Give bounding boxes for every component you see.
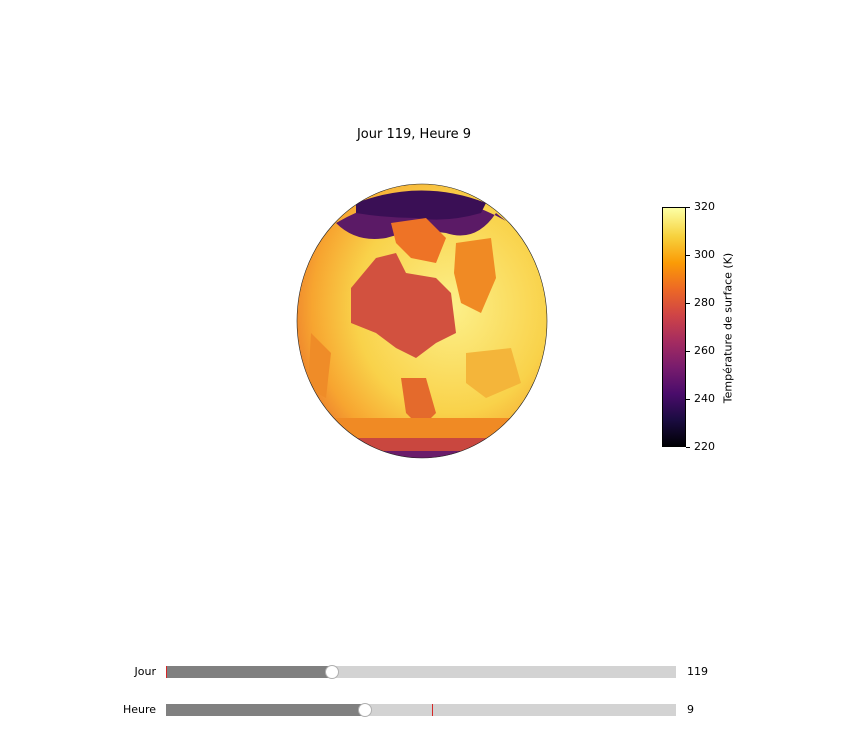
heure-slider-fill — [166, 704, 366, 716]
heure-slider-label: Heure — [122, 703, 156, 716]
jour-slider-label: Jour — [134, 665, 156, 678]
jour-slider-handle[interactable] — [324, 665, 339, 679]
heure-slider-handle[interactable] — [358, 703, 373, 717]
jour-slider[interactable] — [166, 665, 676, 679]
colorbar: 220 240 260 280 300 320 — [662, 201, 715, 453]
colorbar-tick-label: 240 — [694, 392, 715, 405]
globe-temperature-map — [296, 183, 548, 459]
colorbar-tick — [686, 207, 690, 208]
colorbar-tick-label: 220 — [694, 440, 715, 453]
jour-slider-fill — [166, 666, 332, 678]
heure-slider[interactable] — [166, 703, 676, 717]
colorbar-label: Température de surface (K) — [721, 252, 735, 404]
colorbar-tick — [686, 399, 690, 400]
colorbar-tick-label: 300 — [694, 248, 715, 261]
heure-initial-marker — [432, 704, 434, 716]
colorbar-tick — [686, 351, 690, 352]
colorbar-tick-label: 260 — [694, 344, 715, 357]
jour-slider-value: 119 — [687, 665, 708, 678]
heure-slider-value: 9 — [687, 703, 694, 716]
colorbar-tick-label: 320 — [694, 200, 715, 213]
colorbar-tick — [686, 303, 690, 304]
colorbar-tick-label: 280 — [694, 296, 715, 309]
colorbar-gradient — [662, 207, 686, 447]
colorbar-tick — [686, 255, 690, 256]
plot-title: Jour 119, Heure 9 — [356, 127, 472, 142]
colorbar-tick — [686, 447, 690, 448]
jour-initial-marker — [166, 666, 167, 678]
